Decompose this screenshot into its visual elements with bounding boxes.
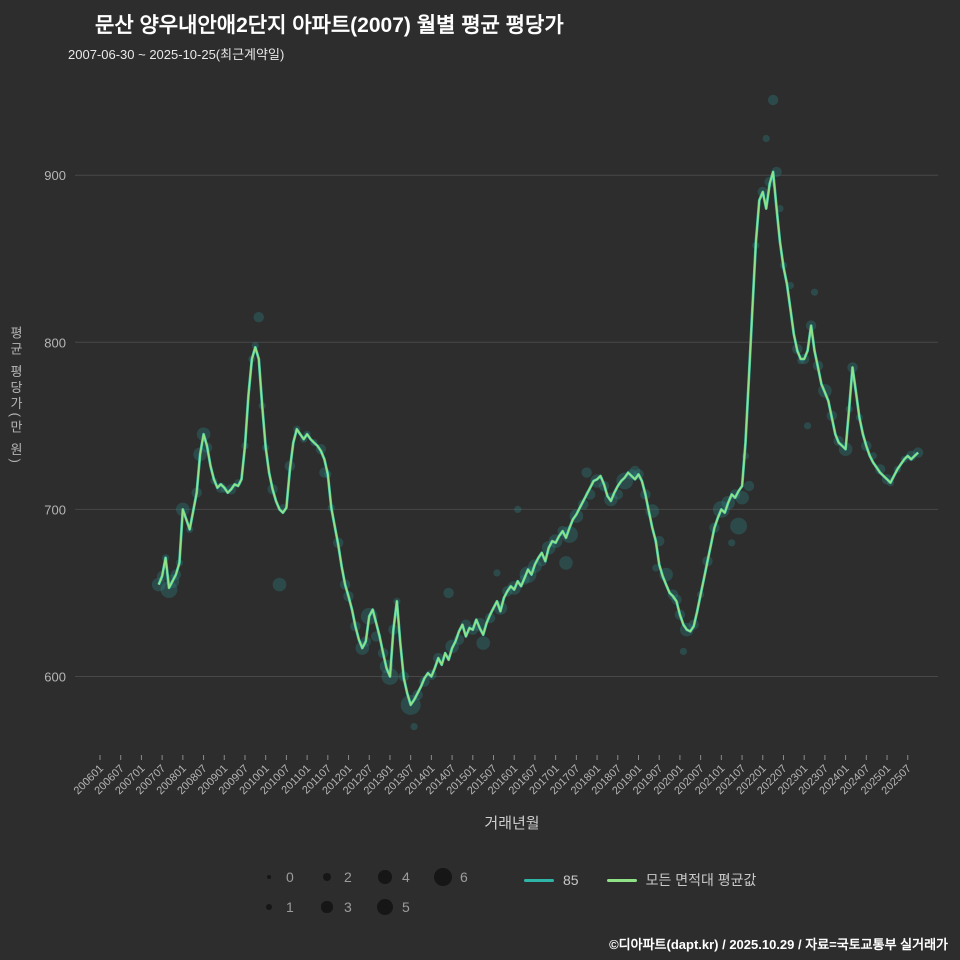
legend-size-dot-wrap bbox=[258, 875, 280, 879]
legend-size-label: 6 bbox=[460, 869, 468, 885]
legend-size-dot bbox=[322, 872, 332, 882]
bubble bbox=[804, 422, 812, 430]
legend: 0 1 2 3 4 5 6 85 모든 면적대 평균값 bbox=[258, 862, 756, 922]
y-tick-label: 800 bbox=[44, 335, 66, 350]
legend-series-avg-label: 모든 면적대 평균값 bbox=[645, 872, 757, 888]
bubble bbox=[735, 490, 749, 505]
legend-size-item[interactable]: 1 bbox=[258, 892, 316, 922]
bubble bbox=[743, 480, 755, 492]
legend-swatch-85 bbox=[524, 878, 554, 882]
legend-size-label: 5 bbox=[402, 899, 410, 915]
bubble bbox=[493, 569, 501, 577]
chart-subtitle: 2007-06-30 ~ 2025-10-25(최근계약일) bbox=[68, 47, 285, 62]
legend-size-label: 0 bbox=[286, 869, 294, 885]
legend-size-label: 4 bbox=[402, 869, 410, 885]
bubble bbox=[810, 288, 819, 296]
legend-size-dot-wrap bbox=[316, 901, 338, 913]
bubble bbox=[160, 581, 178, 598]
legend-size-dot bbox=[267, 875, 271, 879]
y-axis-title: 평균 평당가(만 원) bbox=[8, 326, 23, 466]
legend-size-label: 1 bbox=[286, 899, 294, 915]
y-tick-label: 600 bbox=[44, 669, 66, 684]
bubble bbox=[272, 577, 287, 592]
legend-size-dot-wrap bbox=[432, 867, 454, 887]
y-tick-label: 900 bbox=[44, 168, 66, 183]
legend-size-dot-wrap bbox=[374, 870, 396, 884]
legend-size-dot bbox=[378, 870, 392, 884]
bubble bbox=[762, 134, 770, 143]
bubble bbox=[730, 517, 747, 535]
legend-size-dot bbox=[321, 901, 333, 913]
footer-credit: ©디아파트(dapt.kr) / 2025.10.29 / 자료=국토교통부 실… bbox=[609, 937, 948, 952]
legend-bubble-sizes: 0 1 2 3 4 5 6 bbox=[258, 862, 490, 922]
legend-series-avg[interactable]: 모든 면적대 평균값 bbox=[606, 870, 757, 890]
bubble bbox=[679, 647, 688, 656]
line-avg bbox=[157, 171, 919, 706]
legend-swatch-avg bbox=[606, 878, 637, 882]
y-tick-label: 700 bbox=[44, 502, 66, 517]
bubble bbox=[443, 587, 454, 599]
legend-size-dot-wrap bbox=[258, 903, 280, 911]
bubble bbox=[652, 564, 660, 572]
legend-size-item[interactable]: 6 bbox=[432, 862, 490, 892]
bubble bbox=[581, 467, 592, 478]
legend-lines: 85 모든 면적대 평균값 bbox=[524, 862, 756, 890]
legend-size-dot bbox=[433, 867, 453, 887]
bubble bbox=[767, 94, 779, 106]
legend-size-dot bbox=[377, 899, 393, 915]
bubble bbox=[476, 636, 491, 650]
bubble bbox=[251, 342, 259, 350]
legend-size-item[interactable]: 2 bbox=[316, 862, 374, 892]
legend-size-label: 3 bbox=[344, 899, 352, 915]
legend-series-85-label: 85 bbox=[563, 872, 579, 888]
bubble bbox=[559, 556, 573, 570]
legend-size-item[interactable]: 4 bbox=[374, 862, 432, 892]
bubble bbox=[410, 723, 418, 731]
legend-size-dot bbox=[265, 903, 273, 911]
legend-size-item[interactable]: 3 bbox=[316, 892, 374, 922]
legend-size-item[interactable]: 5 bbox=[374, 892, 432, 922]
bubble bbox=[776, 205, 784, 213]
bubble bbox=[514, 505, 522, 513]
legend-size-dot-wrap bbox=[316, 872, 338, 882]
legend-size-dot-wrap bbox=[374, 899, 396, 915]
bubble bbox=[253, 312, 264, 323]
bubble bbox=[616, 472, 634, 490]
x-axis-title: 거래년월 bbox=[484, 815, 540, 832]
chart-title: 문산 양우내안애2단지 아파트(2007) 월별 평균 평당가 bbox=[95, 14, 564, 37]
bubble bbox=[728, 539, 736, 547]
line-85 bbox=[157, 170, 920, 707]
legend-size-item[interactable]: 0 bbox=[258, 862, 316, 892]
legend-size-label: 2 bbox=[344, 869, 352, 885]
legend-series-85[interactable]: 85 bbox=[524, 872, 579, 888]
